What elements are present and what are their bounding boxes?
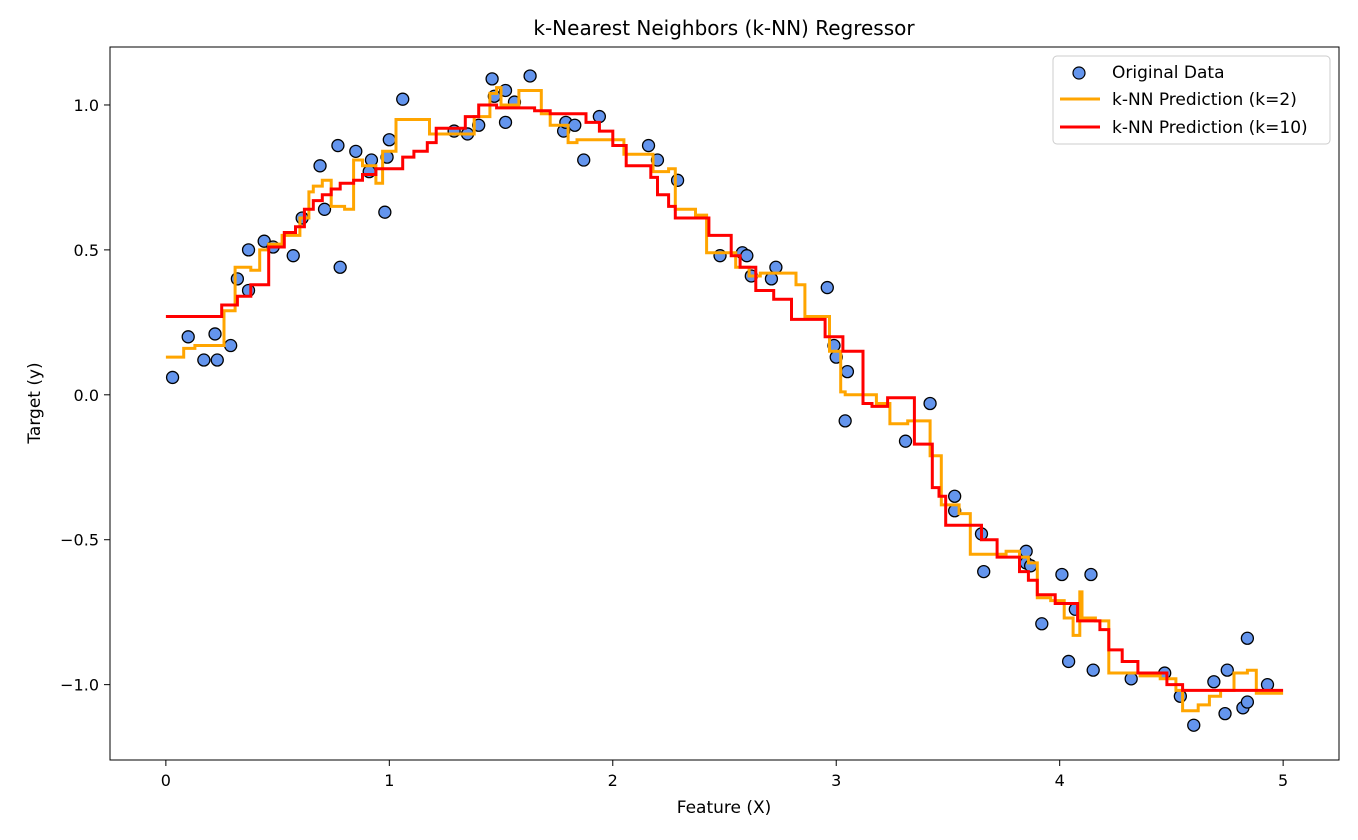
- data-point: [593, 111, 605, 123]
- x-tick-label: 3: [831, 771, 841, 790]
- data-point: [198, 354, 210, 366]
- data-point: [243, 244, 255, 256]
- data-point: [839, 415, 851, 427]
- data-point: [379, 206, 391, 218]
- data-point: [1085, 569, 1097, 581]
- x-tick-label: 1: [384, 771, 394, 790]
- x-axis-label: Feature (X): [677, 798, 772, 818]
- data-point: [1125, 673, 1137, 685]
- data-point: [949, 490, 961, 502]
- data-point: [1221, 664, 1233, 676]
- data-point: [167, 371, 179, 383]
- data-point: [314, 160, 326, 172]
- data-point: [332, 140, 344, 152]
- legend: Original Data k-NN Prediction (k=2) k-NN…: [1053, 56, 1330, 144]
- data-point: [672, 174, 684, 186]
- data-point: [924, 398, 936, 410]
- data-point: [383, 134, 395, 146]
- data-point: [1261, 679, 1273, 691]
- data-point: [225, 340, 237, 352]
- y-tick-label: −0.5: [60, 531, 99, 550]
- data-point: [319, 203, 331, 215]
- y-tick-label: 1.0: [74, 96, 99, 115]
- data-point: [524, 70, 536, 82]
- data-point: [569, 119, 581, 131]
- data-point: [770, 261, 782, 273]
- chart-title: k-Nearest Neighbors (k-NN) Regressor: [533, 16, 915, 40]
- data-point: [397, 93, 409, 105]
- legend-label-k2: k-NN Prediction (k=2): [1112, 90, 1297, 110]
- data-point: [243, 284, 255, 296]
- data-point: [231, 273, 243, 285]
- data-point: [978, 566, 990, 578]
- data-point: [350, 145, 362, 157]
- data-point: [1063, 655, 1075, 667]
- data-point: [209, 328, 221, 340]
- data-point: [1087, 664, 1099, 676]
- data-point: [1208, 676, 1220, 688]
- data-point: [899, 435, 911, 447]
- y-axis-label: Target (y): [25, 362, 45, 444]
- y-tick-label: 0.0: [74, 386, 99, 405]
- data-point: [1056, 569, 1068, 581]
- data-point: [182, 331, 194, 343]
- data-point: [1241, 696, 1253, 708]
- legend-label-k10: k-NN Prediction (k=10): [1112, 118, 1308, 138]
- legend-label-original-data: Original Data: [1112, 63, 1225, 83]
- y-tick-label: 0.5: [74, 241, 99, 260]
- x-tick-label: 5: [1278, 771, 1288, 790]
- data-point: [1174, 690, 1186, 702]
- x-tick-label: 4: [1055, 771, 1065, 790]
- data-point: [741, 250, 753, 262]
- data-point: [1188, 719, 1200, 731]
- data-point: [1219, 708, 1231, 720]
- data-point: [1241, 632, 1253, 644]
- data-point: [287, 250, 299, 262]
- x-tick-label: 0: [161, 771, 171, 790]
- x-tick-label: 2: [608, 771, 618, 790]
- data-point: [821, 282, 833, 294]
- data-point: [765, 273, 777, 285]
- data-point: [841, 366, 853, 378]
- data-point: [365, 154, 377, 166]
- data-point: [500, 116, 512, 128]
- y-tick-label: −1.0: [60, 676, 99, 695]
- data-point: [334, 261, 346, 273]
- data-point: [486, 73, 498, 85]
- data-point: [211, 354, 223, 366]
- data-point: [1036, 618, 1048, 630]
- data-point: [578, 154, 590, 166]
- data-point: [643, 140, 655, 152]
- legend-marker-original-data: [1073, 67, 1085, 79]
- data-point: [1020, 545, 1032, 557]
